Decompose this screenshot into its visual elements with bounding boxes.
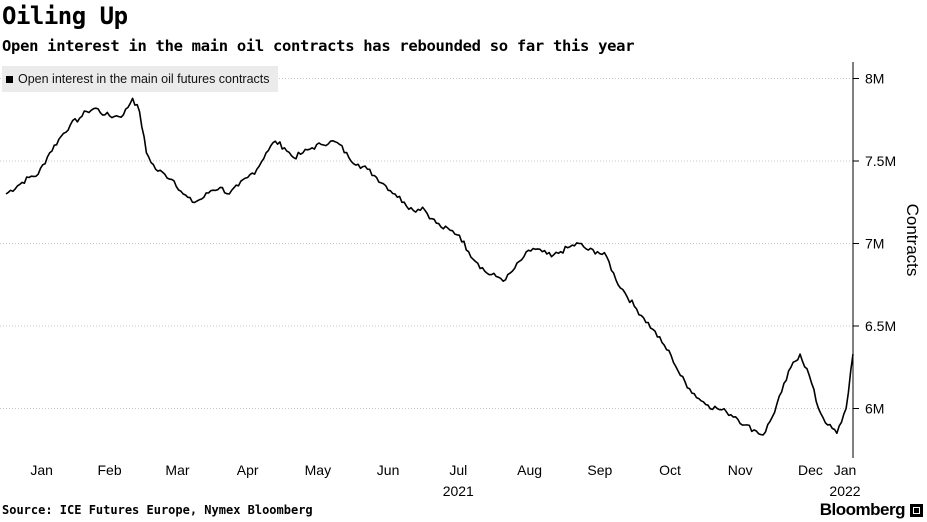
x-tick-label: Jun — [377, 462, 400, 478]
x-tick-label: Dec — [798, 462, 823, 478]
y-axis-title: Contracts — [903, 204, 922, 277]
legend-label: Open interest in the main oil futures co… — [18, 72, 270, 86]
x-tick-label: Jan — [834, 462, 857, 478]
grid-lines — [0, 78, 853, 409]
brand-name: Bloomberg — [819, 500, 906, 519]
y-tick-label: 7.5M — [865, 153, 896, 169]
y-tick-label: 8M — [865, 71, 884, 87]
axes — [852, 62, 859, 458]
x-tick-label: Apr — [237, 462, 259, 478]
brand-logo: Bloomberg — [820, 500, 923, 520]
x-tick-label: Aug — [517, 462, 542, 478]
x-tick-label: Jan — [30, 462, 53, 478]
tick-labels: 6M 6.5M 7M 7.5M 8M Contracts Jan Feb Mar Apr May Ju… — [30, 71, 922, 500]
series-layer — [5, 97, 854, 436]
x-tick-label: Sep — [587, 462, 612, 478]
x-tick-label: Feb — [98, 462, 122, 478]
y-tick-label: 7M — [865, 236, 884, 252]
x-tick-label: Mar — [165, 462, 189, 478]
legend: Open interest in the main oil futures co… — [2, 66, 278, 92]
x-tick-label: Oct — [659, 462, 681, 478]
source-note: Source: ICE Futures Europe, Nymex Bloomb… — [2, 503, 313, 517]
legend-swatch — [6, 75, 13, 83]
x-tick-label: May — [305, 462, 331, 478]
x-tick-label: Jul — [449, 462, 467, 478]
bloomberg-logo-icon — [910, 503, 923, 517]
y-tick-label: 6M — [865, 401, 884, 417]
x-year-label: 2022 — [829, 483, 860, 499]
x-year-label: 2021 — [443, 483, 474, 499]
x-tick-label: Nov — [728, 462, 753, 478]
chart-title: Oiling Up — [2, 2, 128, 30]
y-tick-label: 6.5M — [865, 318, 896, 334]
series-line-open-interest — [5, 97, 854, 436]
chart-subtitle: Open interest in the main oil contracts … — [2, 37, 635, 55]
